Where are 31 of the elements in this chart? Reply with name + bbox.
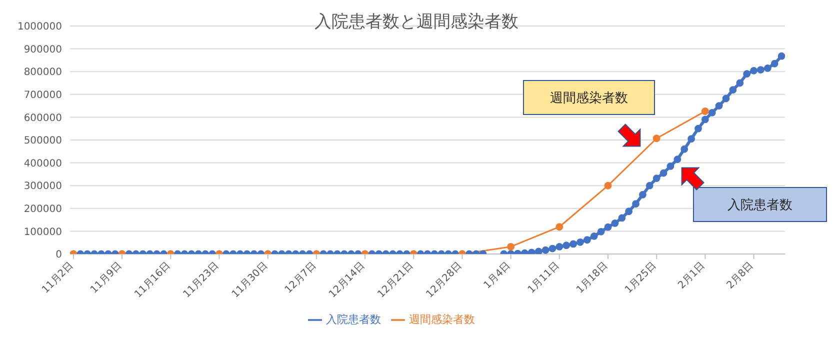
legend-label: 入院患者数 [326,313,381,326]
x-tick-label: 1月11日 [526,260,562,296]
y-tick-label: 900000 [24,44,62,56]
y-tick-label: 600000 [24,112,62,124]
x-tick-label: 11月23日 [181,260,222,300]
y-tick-label: 400000 [24,158,62,170]
callout-box: 入院患者数 [693,187,827,222]
x-tick-label: 11月16日 [132,260,173,300]
x-tick-label: 12月21日 [376,260,416,300]
callout-box: 週間感染者数 [523,80,655,115]
y-tick-label: 0 [56,250,62,261]
x-tick-label: 12月28日 [424,260,464,300]
y-tick-label: 1000000 [17,22,62,33]
x-tick-label: 2月1日 [676,260,708,292]
y-tick-label: 200000 [24,204,62,215]
y-tick-label: 300000 [24,181,62,192]
x-tick-label: 12月7日 [283,260,319,296]
y-tick-label: 700000 [24,90,62,101]
x-tick-label: 11月9日 [88,260,124,296]
x-tick-label: 1月4日 [482,260,513,292]
x-tick-label: 2月8日 [724,260,756,292]
x-tick-label: 11月30日 [230,260,270,300]
y-tick-label: 100000 [24,226,62,238]
y-tick-label: 500000 [24,136,62,147]
y-tick-label: 800000 [24,67,62,78]
x-tick-label: 1月18日 [574,260,610,296]
chart-title: 入院患者数と週間感染者数 [314,12,518,32]
x-tick-label: 11月2日 [40,260,76,296]
x-tick-label: 12月14日 [327,260,368,300]
x-tick-label: 1月25日 [623,260,659,296]
legend-label: 週間感染者数 [409,313,475,326]
